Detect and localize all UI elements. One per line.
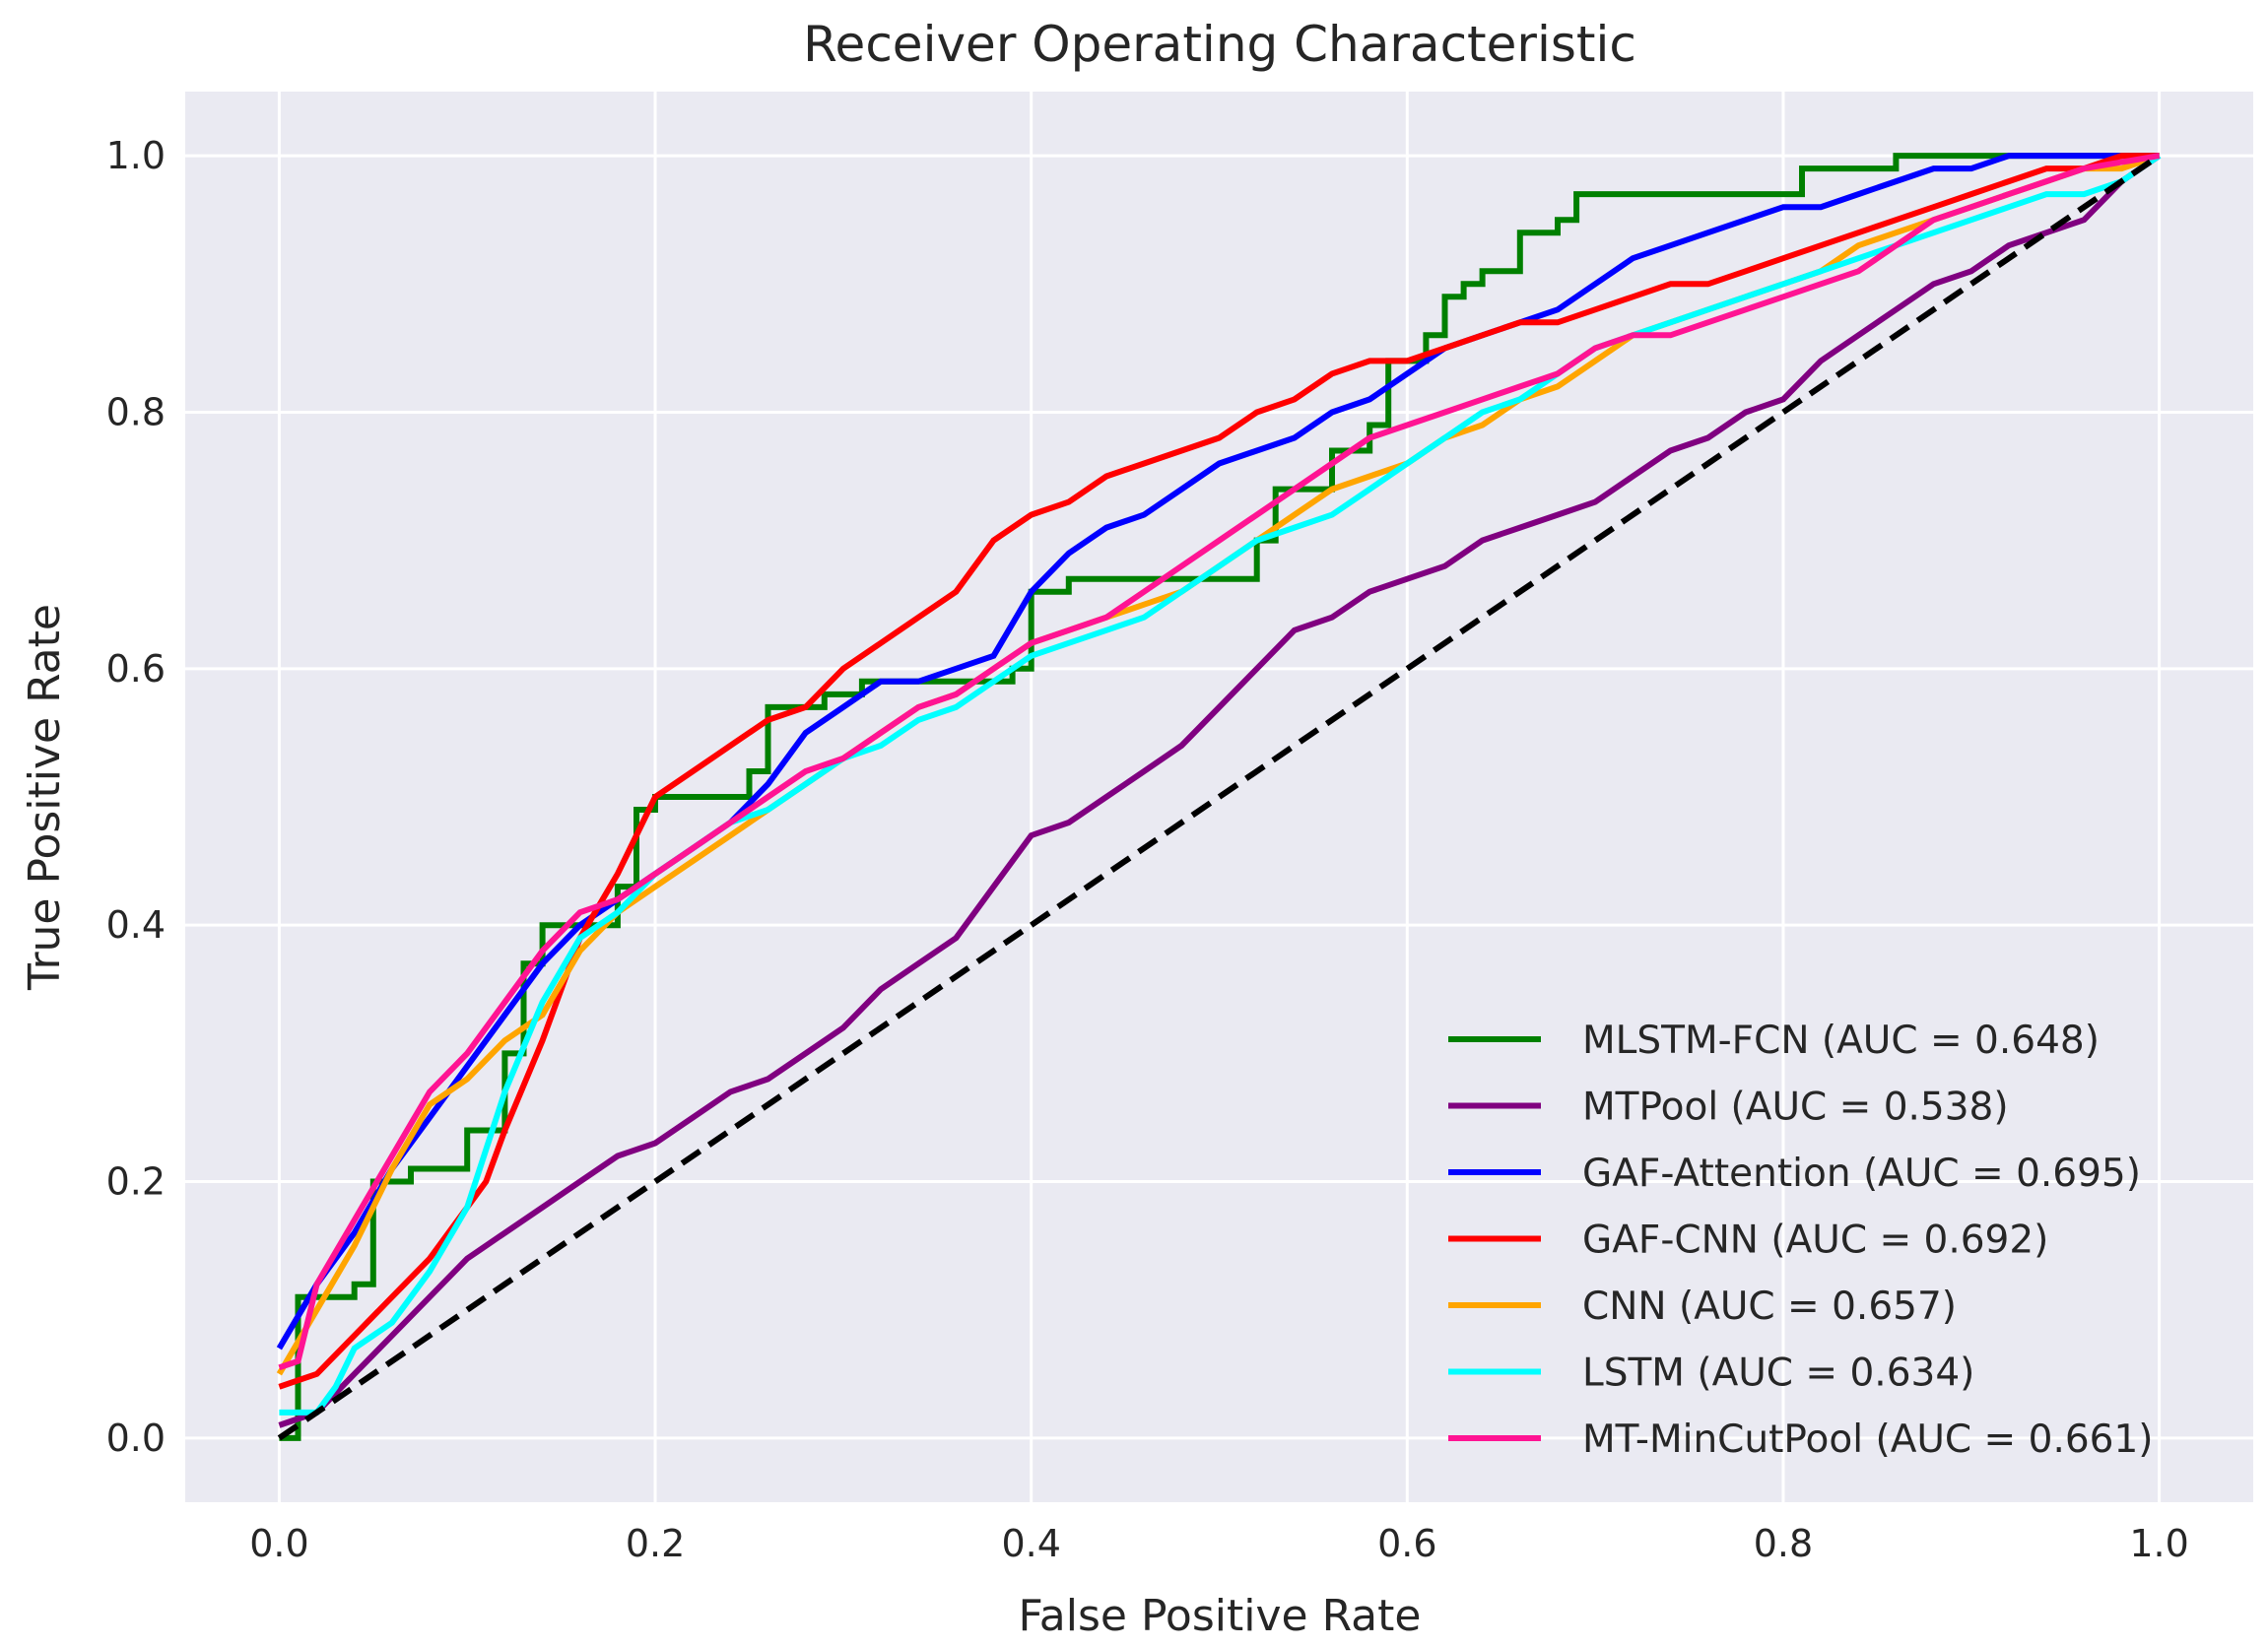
roc-line-mt-mincutpool (278, 153, 2161, 1371)
y-tick-label: 0.6 (106, 647, 166, 691)
y-tick-label: 0.2 (106, 1160, 166, 1204)
y-tick-label: 1.0 (106, 134, 166, 177)
roc-line-lstm (279, 153, 2162, 1416)
legend-label: CNN (AUC = 0.657) (1582, 1285, 1957, 1329)
legend: MLSTM-FCN (AUC = 0.648) MTPool (AUC = 0.5… (1448, 1019, 2154, 1462)
legend-label: MLSTM-FCN (AUC = 0.648) (1582, 1019, 2100, 1063)
chart-title: Receiver Operating Characteristic (803, 16, 1636, 73)
chance-diagonal-line (277, 153, 2162, 1441)
x-tick-label: 0.6 (1377, 1522, 1436, 1565)
roc-line-mtpool (278, 153, 2162, 1428)
x-tick-labels: 0.0 0.2 0.4 0.6 0.8 1.0 (249, 1522, 2189, 1565)
series-lines (276, 153, 2162, 1441)
legend-label: GAF-CNN (AUC = 0.692) (1582, 1219, 2048, 1263)
legend-label: LSTM (AUC = 0.634) (1582, 1351, 1974, 1396)
x-axis-label: False Positive Rate (1019, 1591, 1422, 1641)
x-tick-label: 1.0 (2129, 1522, 2188, 1565)
grid (185, 92, 2253, 1502)
y-axis-label: True Positive Rate (20, 604, 70, 991)
roc-line-gaf-cnn (278, 153, 2160, 1390)
y-tick-label: 0.0 (106, 1417, 166, 1460)
x-tick-label: 0.4 (1001, 1522, 1060, 1565)
roc-line-mlstm-fcn (279, 153, 2160, 1441)
y-tick-label: 0.4 (106, 903, 166, 947)
legend-label: MTPool (AUC = 0.538) (1582, 1086, 2009, 1130)
legend-label: MT-MinCutPool (AUC = 0.661) (1582, 1417, 2154, 1462)
y-tick-label: 0.8 (106, 390, 166, 433)
x-tick-label: 0.8 (1754, 1522, 1813, 1565)
x-tick-label: 0.0 (249, 1522, 308, 1565)
legend-label: GAF-Attention (AUC = 0.695) (1582, 1152, 2141, 1196)
y-tick-labels: 0.0 0.2 0.4 0.6 0.8 1.0 (106, 134, 166, 1460)
x-tick-label: 0.2 (626, 1522, 685, 1565)
